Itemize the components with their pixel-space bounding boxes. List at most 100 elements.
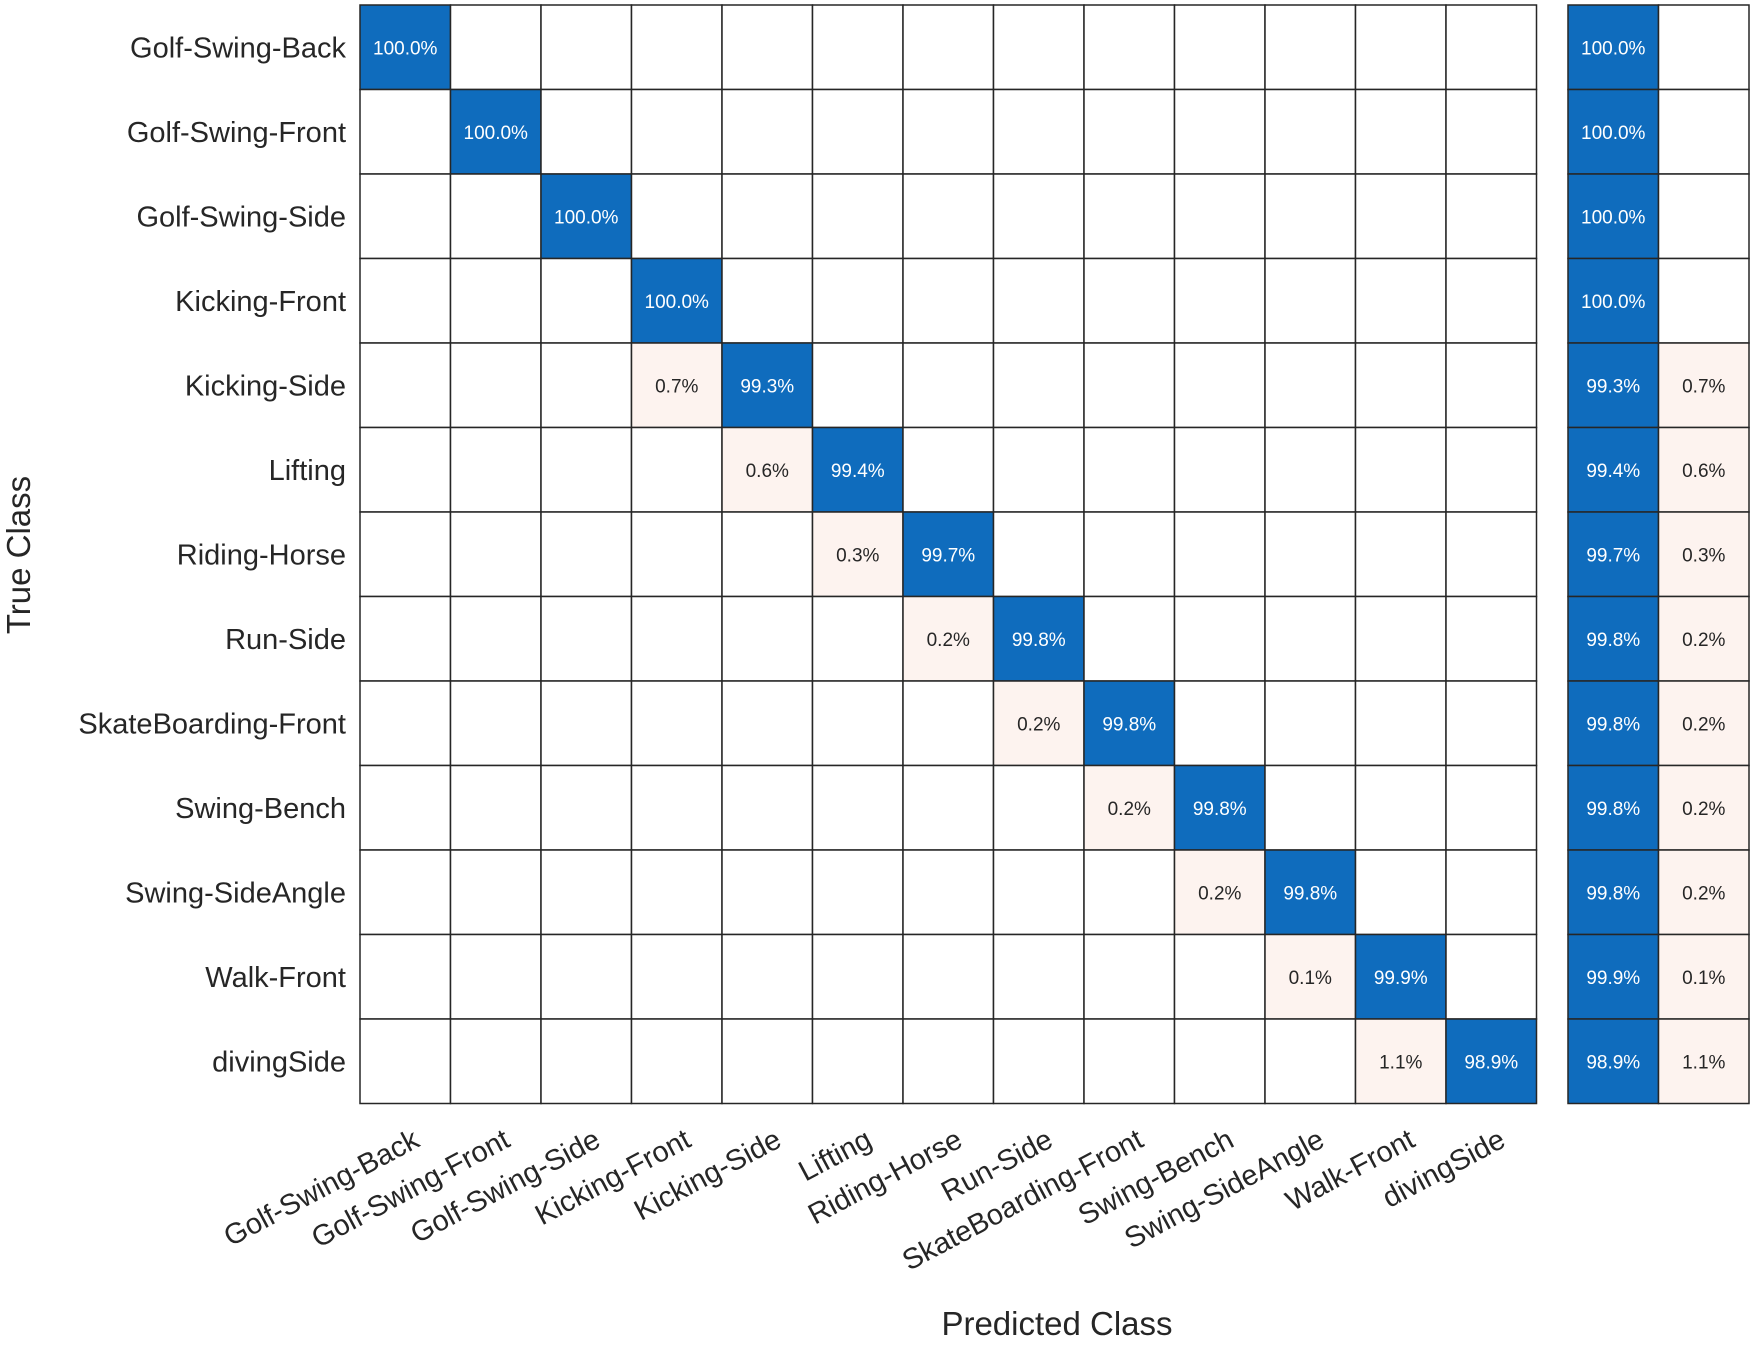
matrix-cell bbox=[1445, 426, 1538, 513]
matrix-cell bbox=[1445, 257, 1538, 344]
matrix-cell bbox=[359, 511, 452, 598]
matrix-cell bbox=[902, 1018, 995, 1105]
matrix-cell bbox=[1173, 173, 1266, 260]
matrix-cell bbox=[1354, 595, 1447, 682]
matrix-cell bbox=[1173, 257, 1266, 344]
matrix-cell bbox=[811, 88, 904, 175]
matrix-cell bbox=[359, 4, 452, 91]
summary-correct-value: 98.9% bbox=[1586, 1052, 1640, 1073]
cell-value: 98.9% bbox=[1464, 1052, 1518, 1073]
matrix-cell bbox=[630, 426, 723, 513]
matrix-cell bbox=[1264, 342, 1357, 429]
matrix-cell bbox=[992, 764, 1085, 851]
matrix-cell bbox=[811, 1018, 904, 1105]
matrix-cell bbox=[1173, 342, 1266, 429]
matrix-cell bbox=[1083, 511, 1176, 598]
summary-incorrect-cell bbox=[1657, 342, 1750, 429]
matrix-cell bbox=[721, 511, 814, 598]
matrix-cell bbox=[721, 342, 814, 429]
summary-correct-value: 100.0% bbox=[1581, 38, 1646, 59]
summary-correct-cell bbox=[1567, 4, 1660, 91]
true-class-label: Kicking-Side bbox=[185, 370, 346, 402]
matrix-cell bbox=[1354, 764, 1447, 851]
matrix-cell bbox=[1173, 1018, 1266, 1105]
matrix-cell bbox=[1264, 257, 1357, 344]
matrix-cell bbox=[1083, 88, 1176, 175]
summary-correct-cell bbox=[1567, 849, 1660, 936]
matrix-cell bbox=[1264, 1018, 1357, 1105]
matrix-cell bbox=[1445, 88, 1538, 175]
summary-incorrect-value: 0.2% bbox=[1682, 799, 1725, 820]
true-class-label: Kicking-Front bbox=[175, 286, 346, 318]
matrix-cell bbox=[630, 88, 723, 175]
matrix-cell bbox=[811, 933, 904, 1020]
cell-value: 0.2% bbox=[927, 630, 970, 651]
matrix-cell bbox=[359, 849, 452, 936]
matrix-cell bbox=[902, 4, 995, 91]
matrix-cell bbox=[1264, 680, 1357, 767]
summary-incorrect-cell bbox=[1657, 257, 1750, 344]
summary-incorrect-value: 0.7% bbox=[1682, 376, 1725, 397]
matrix-cell bbox=[540, 173, 633, 260]
summary-incorrect-value: 0.2% bbox=[1682, 630, 1725, 651]
matrix-cell bbox=[1083, 342, 1176, 429]
matrix-cell bbox=[540, 426, 633, 513]
summary-incorrect-cell bbox=[1657, 88, 1750, 175]
matrix-cell bbox=[359, 764, 452, 851]
matrix-cell bbox=[1083, 4, 1176, 91]
cell-value: 100.0% bbox=[554, 207, 619, 228]
true-class-label: divingSide bbox=[212, 1046, 346, 1078]
matrix-cell bbox=[1445, 764, 1538, 851]
matrix-cell bbox=[1445, 933, 1538, 1020]
matrix-cell bbox=[359, 595, 452, 682]
cell-value: 99.8% bbox=[1283, 883, 1337, 904]
matrix-cell bbox=[721, 1018, 814, 1105]
confusion-matrix-grid: 100.0% 100.0% 100.0% 100.0% 0.7% 99.3% 0.6% 99.… bbox=[359, 4, 1538, 1105]
summary-incorrect-cell bbox=[1657, 933, 1750, 1020]
cell-value: 1.1% bbox=[1379, 1052, 1422, 1073]
row-summary-grid: 100.0% 100.0% 100.0% 100.0% 99.3% 0.7% 99.4% 0.… bbox=[1567, 4, 1750, 1105]
matrix-cell bbox=[1083, 933, 1176, 1020]
matrix-cell bbox=[630, 1018, 723, 1105]
matrix-cell bbox=[992, 426, 1085, 513]
summary-correct-cell bbox=[1567, 764, 1660, 851]
matrix-cell bbox=[811, 342, 904, 429]
matrix-cell bbox=[449, 342, 542, 429]
summary-correct-value: 99.8% bbox=[1586, 883, 1640, 904]
summary-correct-value: 99.9% bbox=[1586, 968, 1640, 989]
matrix-cell bbox=[1083, 680, 1176, 767]
matrix-cell bbox=[1173, 680, 1266, 767]
summary-incorrect-value: 0.2% bbox=[1682, 883, 1725, 904]
matrix-cell bbox=[721, 88, 814, 175]
matrix-cell bbox=[1354, 426, 1447, 513]
matrix-cell bbox=[1445, 1018, 1538, 1105]
cell-value: 0.7% bbox=[655, 376, 698, 397]
summary-correct-value: 99.4% bbox=[1586, 461, 1640, 482]
matrix-cell bbox=[630, 4, 723, 91]
summary-correct-cell bbox=[1567, 173, 1660, 260]
matrix-cell bbox=[902, 257, 995, 344]
matrix-cell bbox=[1264, 173, 1357, 260]
summary-incorrect-cell bbox=[1657, 173, 1750, 260]
cell-value: 100.0% bbox=[373, 38, 438, 59]
true-class-label: Walk-Front bbox=[205, 962, 346, 994]
matrix-cell bbox=[630, 764, 723, 851]
matrix-cell bbox=[630, 595, 723, 682]
matrix-cell bbox=[449, 426, 542, 513]
matrix-cell bbox=[721, 849, 814, 936]
matrix-cell bbox=[811, 764, 904, 851]
matrix-cell bbox=[630, 933, 723, 1020]
matrix-cell bbox=[540, 764, 633, 851]
matrix-cell bbox=[992, 849, 1085, 936]
matrix-cell bbox=[1445, 511, 1538, 598]
true-class-label: SkateBoarding-Front bbox=[78, 708, 346, 740]
matrix-cell bbox=[1083, 595, 1176, 682]
matrix-cell bbox=[992, 4, 1085, 91]
y-axis-title: True Class bbox=[0, 476, 37, 634]
matrix-cell bbox=[1264, 511, 1357, 598]
true-class-label: Riding-Horse bbox=[177, 539, 346, 571]
summary-correct-value: 99.8% bbox=[1586, 799, 1640, 820]
matrix-cell bbox=[359, 173, 452, 260]
cell-value: 99.3% bbox=[740, 376, 794, 397]
matrix-cell bbox=[721, 595, 814, 682]
